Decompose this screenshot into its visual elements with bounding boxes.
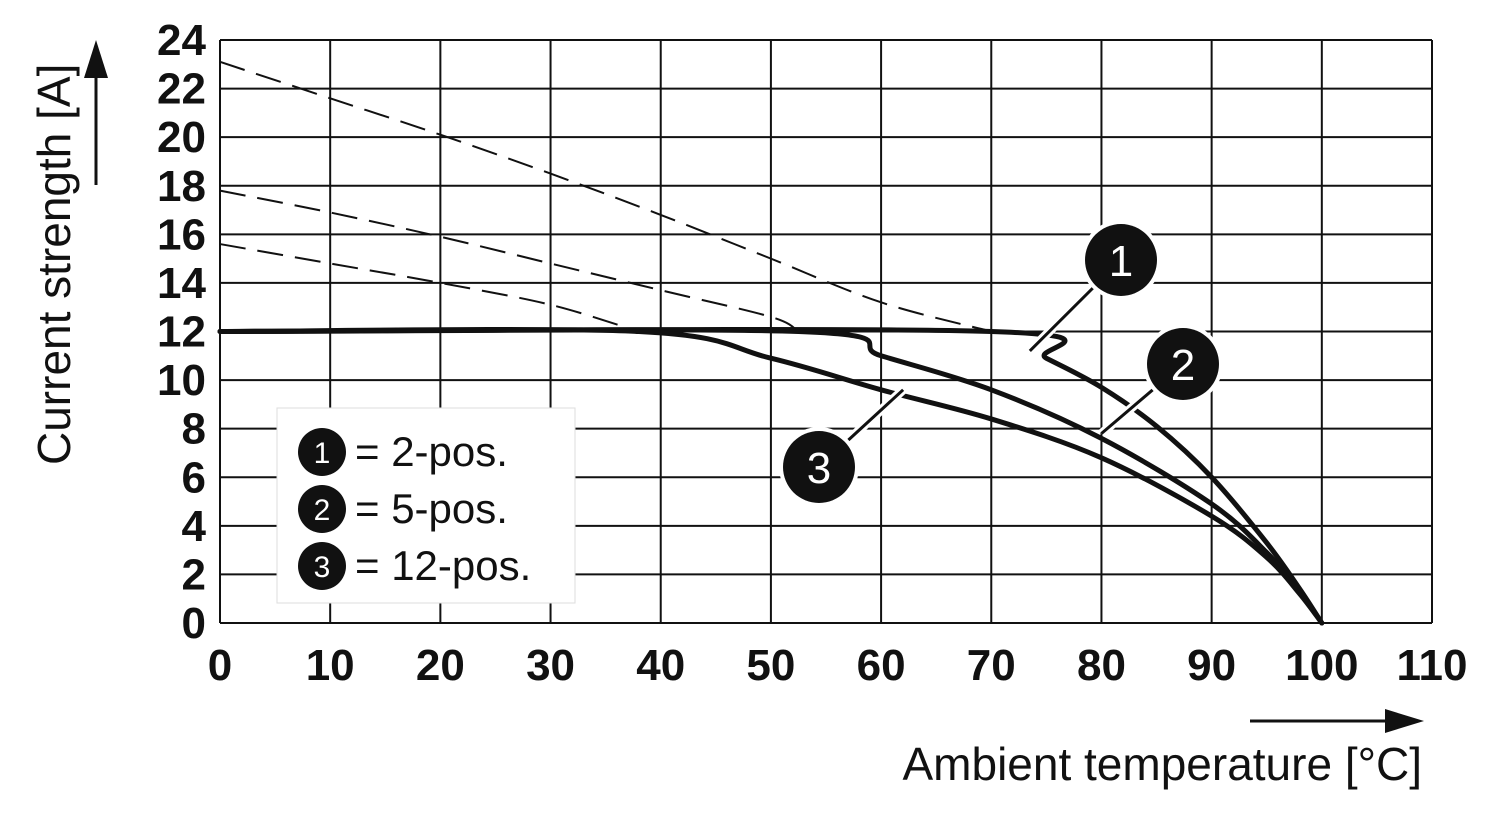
- legend: 1 = 2-pos. 2 = 5-pos. 3 = 12-pos.: [276, 407, 576, 604]
- y-axis-title: Current strength [A]: [28, 64, 80, 465]
- series-group: [217, 60, 1325, 626]
- callout-3-number: 3: [807, 444, 831, 493]
- grid: [219, 39, 1433, 624]
- y-tick-label: 12: [157, 308, 206, 357]
- legend-entry-label: = 12-pos.: [355, 542, 531, 589]
- x-tick-label: 90: [1187, 641, 1236, 690]
- legend-marker-number: 1: [314, 437, 331, 470]
- y-tick-label: 22: [157, 65, 206, 114]
- y-tick-label: 0: [182, 599, 206, 648]
- x-tick-label: 0: [208, 641, 232, 690]
- legend-marker-number: 3: [314, 551, 331, 584]
- y-tick-label: 4: [182, 502, 207, 551]
- y-tick-label: 2: [182, 550, 206, 599]
- legend-marker-1: [298, 428, 346, 476]
- y-tick-label: 20: [157, 113, 206, 162]
- x-tick-label: 30: [526, 641, 575, 690]
- x-axis-ticks: 0 10 20 30 40 50 60 70 80 90 100 110: [208, 641, 1468, 690]
- x-tick-label: 60: [857, 641, 906, 690]
- x-tick-label: 40: [636, 641, 685, 690]
- callout-1-badge: [1085, 224, 1157, 296]
- y-axis-title-group: Current strength [A]: [28, 40, 108, 465]
- y-axis-arrow-head: [84, 40, 108, 78]
- legend-entry-label: = 2-pos.: [355, 428, 508, 475]
- x-tick-label: 110: [1397, 641, 1468, 690]
- x-tick-label: 50: [746, 641, 795, 690]
- y-tick-label: 10: [157, 356, 206, 405]
- y-tick-label: 24: [157, 16, 206, 65]
- x-tick-label: 100: [1285, 641, 1358, 690]
- x-tick-label: 10: [306, 641, 355, 690]
- x-tick-label: 80: [1077, 641, 1126, 690]
- callouts: 1 2 3: [779, 220, 1223, 507]
- legend-marker-3: [298, 542, 346, 590]
- y-tick-label: 8: [182, 405, 206, 454]
- y-tick-label: 6: [182, 453, 206, 502]
- y-tick-label: 16: [157, 210, 206, 259]
- y-tick-label: 14: [157, 259, 206, 308]
- legend-marker-number: 2: [314, 494, 331, 527]
- series-3-solid-line: [217, 327, 1325, 626]
- callout-2-number: 2: [1171, 341, 1195, 390]
- callout-3-badge: [783, 431, 855, 503]
- x-axis-arrow-head: [1385, 709, 1424, 733]
- series-2-dashed-line: [219, 189, 799, 333]
- series-3-dashed-line: [219, 243, 639, 333]
- y-tick-label: 18: [157, 162, 206, 211]
- callout-2-badge: [1147, 328, 1219, 400]
- series-1-dashed-line: [219, 60, 992, 333]
- x-axis-title: Ambient temperature [°C]: [903, 738, 1423, 790]
- series-2-solid-line: [217, 327, 1325, 626]
- x-tick-label: 70: [967, 641, 1016, 690]
- x-tick-label: 20: [416, 641, 465, 690]
- x-axis-title-group: Ambient temperature [°C]: [903, 709, 1424, 790]
- legend-entry-label: = 5-pos.: [355, 485, 508, 532]
- legend-marker-2: [298, 485, 346, 533]
- callout-1-number: 1: [1109, 237, 1133, 286]
